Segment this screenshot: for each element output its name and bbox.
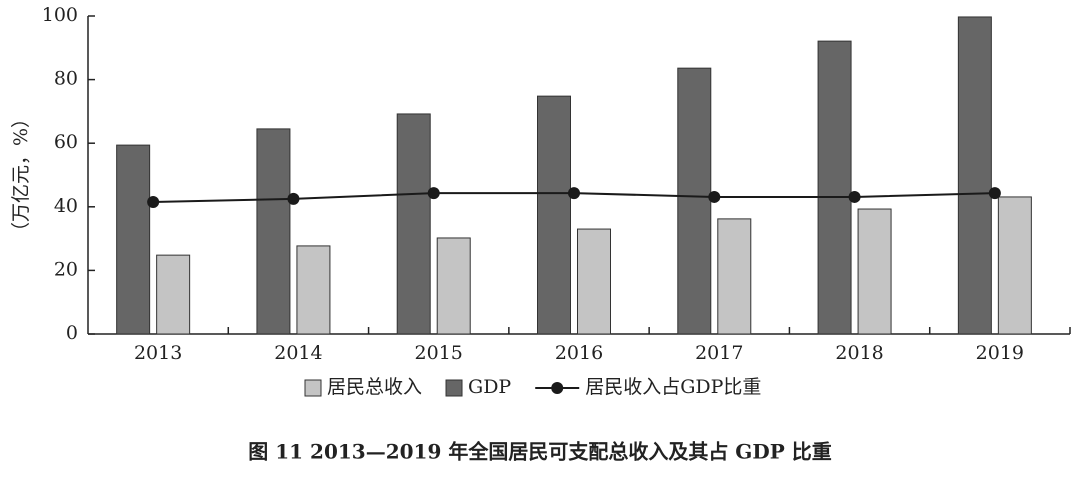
- bar: [957, 16, 992, 335]
- y-axis-label: （万亿元，%）: [10, 109, 32, 241]
- x-tick-label: 2018: [835, 342, 883, 364]
- legend-label: GDP: [468, 376, 511, 398]
- x-tick-label: 2016: [555, 342, 603, 364]
- y-tick-label: 0: [66, 322, 78, 344]
- legend-swatch: [304, 379, 322, 397]
- bar: [577, 228, 611, 335]
- line-point: [147, 196, 160, 209]
- y-tick-label: 40: [54, 195, 78, 217]
- chart-title: 图 11 2013—2019 年全国居民可支配总收入及其占 GDP 比重: [248, 440, 831, 464]
- y-tick-label: 60: [54, 131, 78, 153]
- x-tick-label: 2014: [274, 342, 322, 364]
- bar: [857, 208, 892, 335]
- line-point: [287, 192, 300, 205]
- legend-swatch: [445, 379, 463, 397]
- bar: [116, 144, 151, 335]
- line-point: [427, 187, 440, 200]
- bar: [997, 196, 1032, 335]
- x-tick-label: 2019: [976, 342, 1024, 364]
- x-tick-label: 2015: [415, 342, 463, 364]
- bar: [817, 40, 852, 335]
- x-tick-label: 2013: [134, 342, 182, 364]
- line-point: [848, 190, 861, 203]
- legend-swatch: [551, 382, 564, 394]
- x-tick-label: 2017: [695, 342, 743, 364]
- bar: [396, 113, 431, 335]
- bar: [256, 128, 291, 335]
- bar: [156, 254, 191, 335]
- y-tick-label: 100: [42, 4, 78, 26]
- legend-label: 居民收入占GDP比重: [585, 376, 761, 398]
- y-tick-label: 20: [54, 258, 78, 280]
- bar: [677, 67, 712, 335]
- bar: [717, 218, 752, 335]
- y-tick-label: 80: [54, 68, 78, 90]
- line-point: [708, 190, 721, 203]
- bar: [537, 95, 571, 335]
- legend-label: 居民总收入: [327, 376, 422, 398]
- bar: [296, 245, 331, 335]
- line-point: [568, 187, 580, 200]
- line-point: [988, 187, 1001, 200]
- bar: [436, 237, 471, 335]
